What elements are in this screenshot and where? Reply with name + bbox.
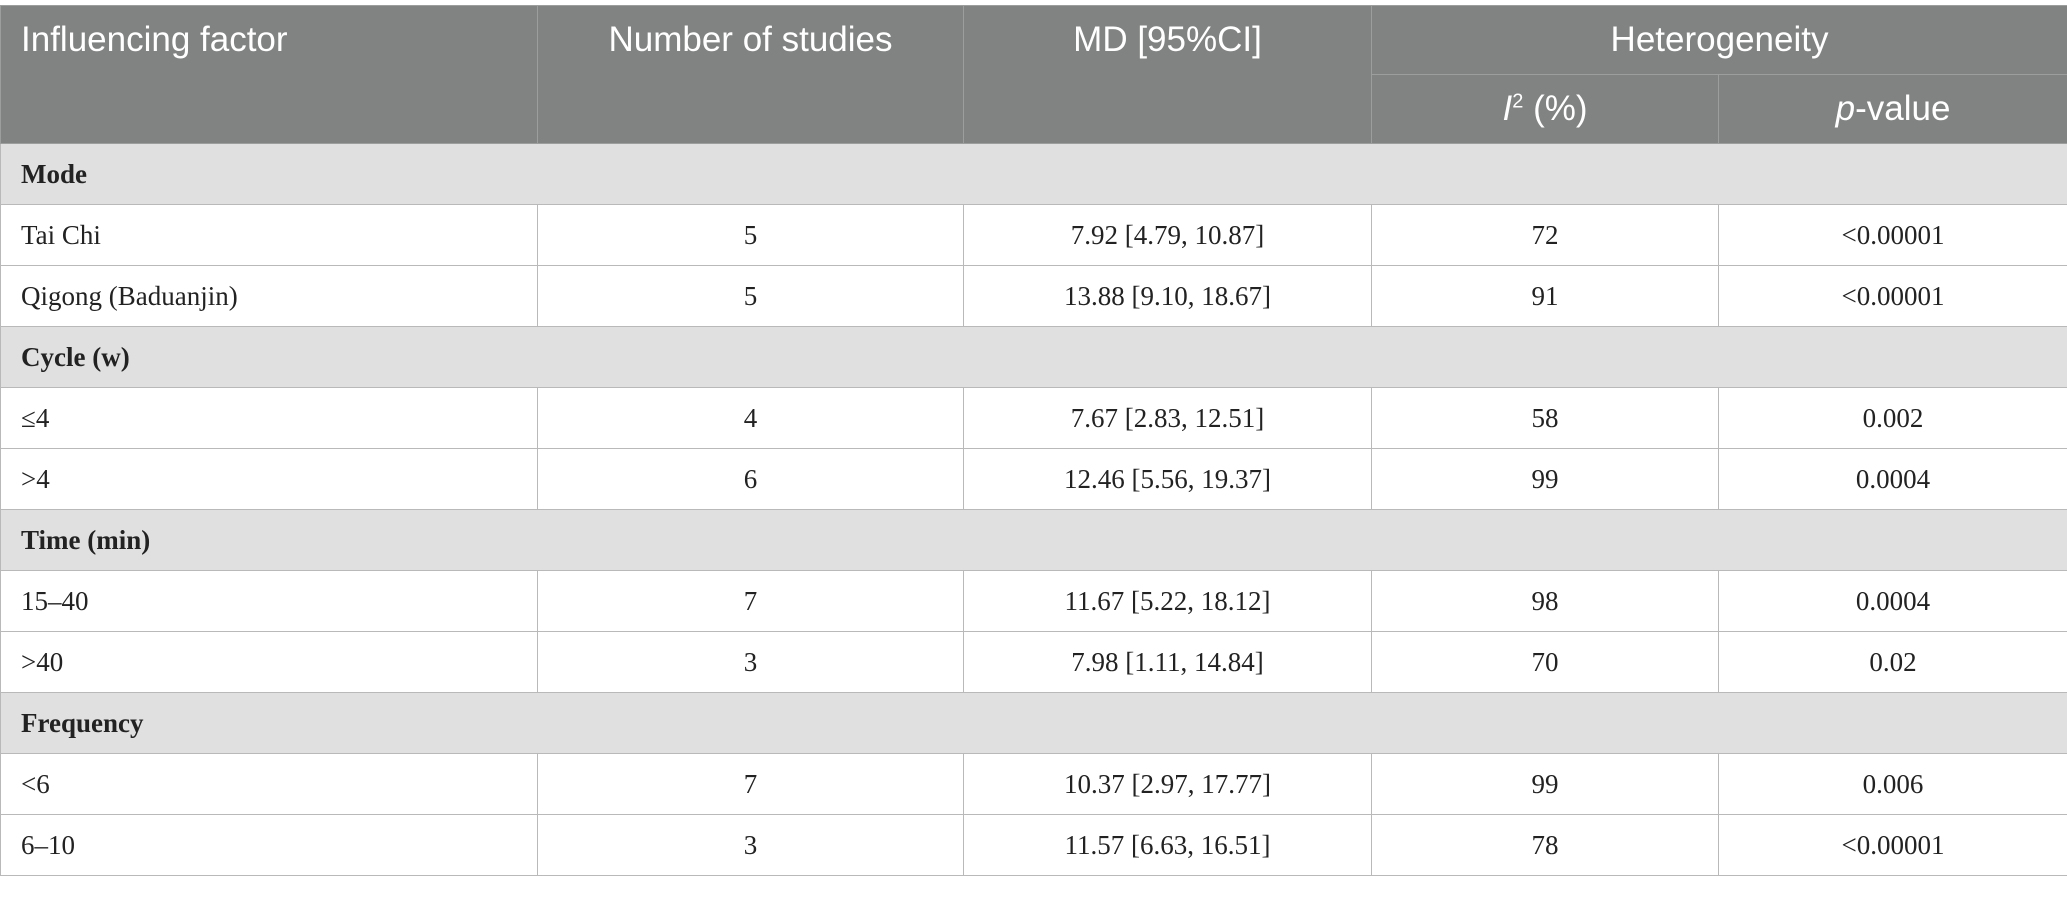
group-label: Frequency [0,692,2067,754]
cell-i2: 72 [1371,204,1719,266]
cell-factor: 6–10 [0,814,538,876]
cell-i2: 99 [1371,753,1719,815]
table-row: 15–40 7 11.67 [5.22, 18.12] 98 0.0004 [0,570,2067,632]
cell-studies: 6 [537,448,964,510]
cell-md: 10.37 [2.97, 17.77] [963,753,1372,815]
cell-i2: 70 [1371,631,1719,693]
cell-md: 11.67 [5.22, 18.12] [963,570,1372,632]
table-row: >4 6 12.46 [5.56, 19.37] 99 0.0004 [0,448,2067,510]
table-header: Influencing factor Number of studies MD … [0,5,2067,144]
cell-factor: >40 [0,631,538,693]
cell-p-value: <0.00001 [1717,814,2067,876]
cell-factor: >4 [0,448,538,510]
cell-md: 7.67 [2.83, 12.51] [963,387,1372,449]
table-row: Tai Chi 5 7.92 [4.79, 10.87] 72 <0.00001 [0,204,2067,266]
header-p-value: p-value [1717,74,2067,144]
cell-studies: 7 [537,570,964,632]
cell-md: 12.46 [5.56, 19.37] [963,448,1372,510]
cell-studies: 5 [537,204,964,266]
header-influencing-factor: Influencing factor [0,5,538,144]
cell-p-value: <0.00001 [1717,204,2067,266]
cell-studies: 4 [537,387,964,449]
cell-studies: 5 [537,265,964,327]
group-label: Cycle (w) [0,326,2067,388]
header-number-of-studies: Number of studies [537,5,964,144]
cell-factor: ≤4 [0,387,538,449]
cell-factor: Qigong (Baduanjin) [0,265,538,327]
cell-i2: 91 [1371,265,1719,327]
cell-studies: 3 [537,631,964,693]
group-row: Time (min) [0,509,2067,571]
cell-i2: 98 [1371,570,1719,632]
cell-md: 11.57 [6.63, 16.51] [963,814,1372,876]
cell-i2: 99 [1371,448,1719,510]
table-row: 6–10 3 11.57 [6.63, 16.51] 78 <0.00001 [0,814,2067,876]
subgroup-analysis-table: Influencing factor Number of studies MD … [0,5,2067,876]
cell-i2: 78 [1371,814,1719,876]
cell-p-value: <0.00001 [1717,265,2067,327]
cell-p-value: 0.0004 [1717,448,2067,510]
header-heterogeneity: Heterogeneity [1370,5,2067,75]
group-row: Mode [0,143,2067,205]
table-container: Influencing factor Number of studies MD … [0,5,2067,876]
table-row: >40 3 7.98 [1.11, 14.84] 70 0.02 [0,631,2067,693]
cell-p-value: 0.002 [1717,387,2067,449]
group-row: Frequency [0,692,2067,754]
table-row: Qigong (Baduanjin) 5 13.88 [9.10, 18.67] 91… [0,265,2067,327]
cell-md: 7.98 [1.11, 14.84] [963,631,1372,693]
cell-i2: 58 [1371,387,1719,449]
group-label: Time (min) [0,509,2067,571]
cell-md: 13.88 [9.10, 18.67] [963,265,1372,327]
cell-md: 7.92 [4.79, 10.87] [963,204,1372,266]
cell-studies: 3 [537,814,964,876]
cell-studies: 7 [537,753,964,815]
group-label: Mode [0,143,2067,205]
cell-p-value: 0.006 [1717,753,2067,815]
table-body: Mode Tai Chi 5 7.92 [4.79, 10.87] 72 <0.00001… [0,143,2067,876]
table-row: ≤4 4 7.67 [2.83, 12.51] 58 0.002 [0,387,2067,449]
cell-factor: 15–40 [0,570,538,632]
cell-p-value: 0.0004 [1717,570,2067,632]
group-row: Cycle (w) [0,326,2067,388]
cell-p-value: 0.02 [1717,631,2067,693]
header-i2: I2 (%) [1371,74,1719,144]
cell-factor: Tai Chi [0,204,538,266]
cell-factor: <6 [0,753,538,815]
table-row: <6 7 10.37 [2.97, 17.77] 99 0.006 [0,753,2067,815]
header-md-ci: MD [95%CI] [963,5,1372,144]
